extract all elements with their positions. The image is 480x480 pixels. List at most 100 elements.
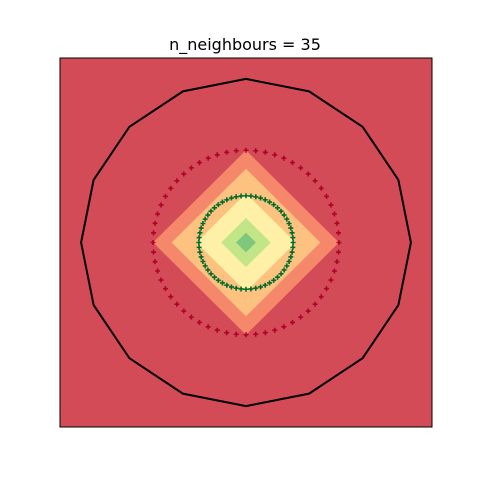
- data-point: [224, 197, 230, 203]
- data-point: [233, 331, 239, 337]
- data-point: [224, 330, 230, 336]
- decision-boundary-layer: [80, 77, 412, 408]
- data-point: [286, 259, 292, 265]
- series-outer-class: [150, 147, 342, 338]
- data-point: [152, 259, 158, 265]
- data-point: [211, 205, 217, 211]
- data-point: [305, 171, 311, 177]
- data-point: [211, 274, 217, 280]
- data-point: [205, 324, 211, 330]
- data-point: [208, 271, 214, 277]
- data-point: [278, 208, 284, 214]
- data-point: [278, 271, 284, 277]
- data-point: [205, 212, 211, 218]
- data-point: [334, 259, 340, 265]
- decision-boundary-line: [80, 77, 412, 408]
- data-point: [196, 244, 202, 250]
- series-inner-class: [196, 193, 296, 292]
- data-point: [243, 193, 249, 199]
- data-point: [248, 193, 254, 199]
- data-point: [312, 301, 318, 307]
- data-point: [253, 148, 259, 154]
- data-point: [324, 286, 330, 292]
- data-point: [253, 194, 259, 200]
- data-point: [262, 330, 268, 336]
- data-point: [197, 249, 203, 255]
- data-point: [224, 282, 230, 288]
- data-point: [336, 240, 342, 245]
- data-point: [181, 171, 187, 177]
- data-point: [219, 199, 225, 205]
- data-point: [290, 244, 296, 250]
- data-point: [258, 284, 264, 290]
- data-point: [281, 212, 287, 218]
- data-point: [288, 225, 294, 231]
- data-point: [298, 165, 304, 171]
- data-point: [228, 195, 234, 201]
- data-point: [288, 254, 294, 260]
- data-point: [158, 277, 164, 283]
- data-point: [335, 230, 341, 236]
- data-point: [272, 152, 278, 158]
- data-point: [275, 205, 281, 211]
- data-point: [318, 294, 324, 300]
- data-point: [290, 160, 295, 166]
- data-point: [290, 235, 296, 241]
- data-point: [324, 193, 330, 199]
- data-point: [233, 285, 239, 291]
- data-point: [289, 230, 295, 236]
- data-point: [262, 197, 268, 203]
- data-point: [275, 274, 281, 280]
- data-point: [188, 165, 194, 171]
- data-point: [202, 216, 208, 222]
- data-point: [151, 230, 157, 236]
- data-point: [162, 286, 168, 292]
- data-point: [271, 277, 277, 283]
- data-point: [215, 202, 221, 208]
- data-point: [168, 185, 174, 191]
- data-point: [289, 249, 295, 255]
- axes-frame: [59, 57, 433, 428]
- data-point: [168, 294, 174, 300]
- data-point: [197, 230, 203, 236]
- data-point: [214, 327, 220, 333]
- data-point: [331, 211, 337, 217]
- data-point: [162, 193, 168, 199]
- data-point: [228, 284, 234, 290]
- data-point: [214, 152, 220, 158]
- data-point: [181, 308, 187, 314]
- data-point: [284, 216, 290, 222]
- data-point: [328, 202, 334, 208]
- data-point: [155, 268, 161, 274]
- data-point: [174, 301, 180, 307]
- data-point: [197, 319, 202, 325]
- data-point: [281, 155, 287, 161]
- data-point: [253, 331, 259, 337]
- data-point: [286, 220, 292, 226]
- data-point: [267, 199, 273, 205]
- data-point: [243, 286, 249, 292]
- data-point: [262, 149, 268, 155]
- data-point: [262, 282, 268, 288]
- data-point: [174, 178, 180, 184]
- data-point: [152, 220, 158, 226]
- data-point: [253, 285, 259, 291]
- data-point: [328, 277, 334, 283]
- data-point: [224, 149, 230, 155]
- contour-fill-layer: [60, 58, 432, 427]
- data-point: [290, 319, 295, 325]
- data-point: [298, 314, 304, 320]
- data-point: [188, 314, 194, 320]
- contour-band-5: [236, 232, 256, 253]
- data-point: [243, 332, 249, 338]
- data-point: [215, 277, 221, 283]
- data-point: [219, 280, 225, 286]
- data-point: [331, 268, 337, 274]
- data-point: [334, 220, 340, 226]
- data-point: [198, 254, 204, 260]
- data-point: [258, 195, 264, 201]
- data-point: [305, 308, 311, 314]
- data-point: [208, 208, 214, 214]
- data-point: [312, 178, 318, 184]
